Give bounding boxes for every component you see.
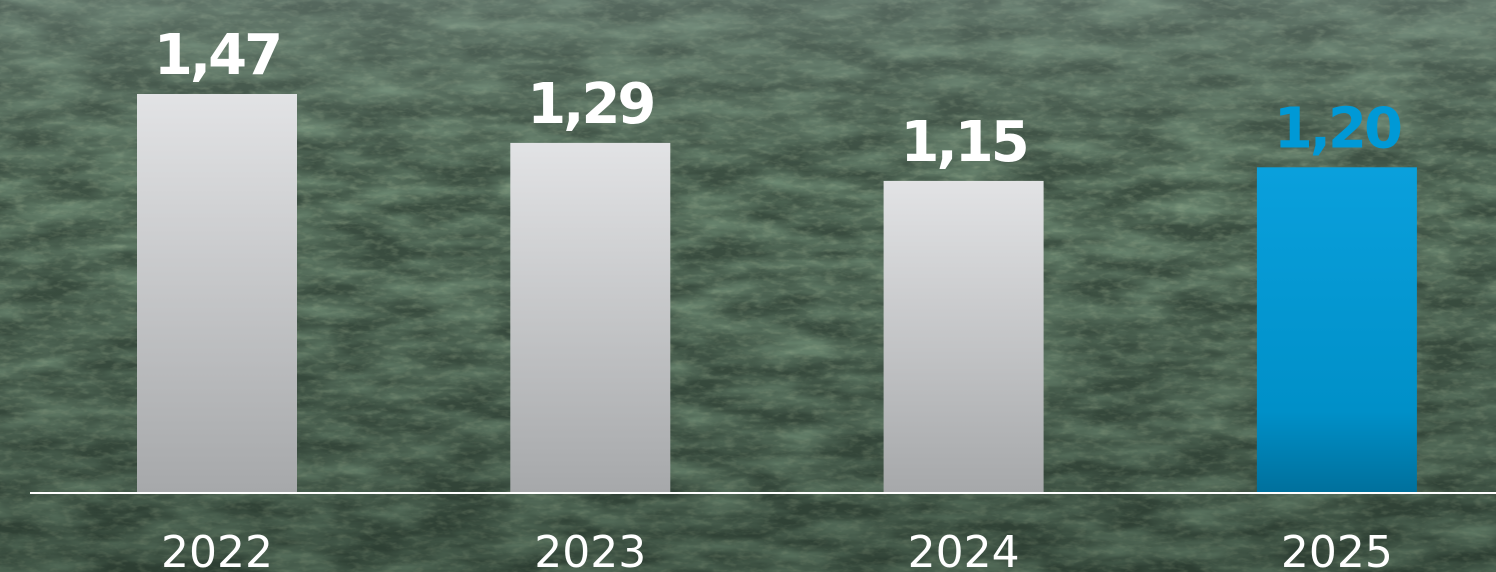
value-label-2022: 1,47 [154, 23, 280, 88]
x-tick-labels-group: 2022 2023 2024 2025 [161, 527, 1393, 572]
bar-2022 [137, 94, 297, 493]
value-label-2023: 1,29 [527, 72, 653, 137]
x-tick-label-2025: 2025 [1281, 527, 1393, 572]
bar-2024 [883, 180, 1044, 493]
x-tick-label-2024: 2024 [908, 527, 1020, 572]
x-tick-label-2022: 2022 [161, 527, 273, 572]
bar-2023 [510, 142, 671, 493]
value-labels-group: 1,47 1,29 1,15 1,20 [154, 23, 1404, 175]
value-label-2025: 1,20 [1274, 96, 1401, 161]
x-tick-label-2023: 2023 [534, 527, 646, 572]
bars-group [137, 94, 1417, 494]
bar-2025 [1256, 167, 1417, 494]
value-label-2024: 1,15 [901, 110, 1027, 175]
